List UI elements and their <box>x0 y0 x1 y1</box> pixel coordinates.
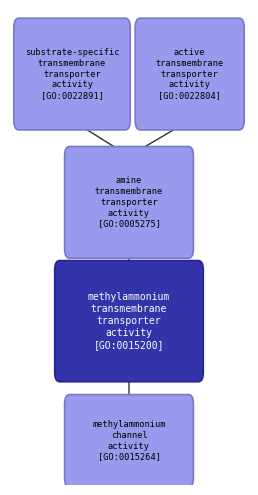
Text: methylammonium
transmembrane
transporter
activity
[GO:0015200]: methylammonium transmembrane transporter… <box>88 292 170 350</box>
FancyBboxPatch shape <box>64 395 194 487</box>
FancyBboxPatch shape <box>135 18 244 130</box>
FancyBboxPatch shape <box>55 260 203 382</box>
Text: methylammonium
channel
activity
[GO:0015264]: methylammonium channel activity [GO:0015… <box>92 420 166 461</box>
Text: active
transmembrane
transporter
activity
[GO:0022804]: active transmembrane transporter activit… <box>156 48 224 100</box>
Text: amine
transmembrane
transporter
activity
[GO:0005275]: amine transmembrane transporter activity… <box>95 176 163 228</box>
Text: substrate-specific
transmembrane
transporter
activity
[GO:0022891]: substrate-specific transmembrane transpo… <box>25 48 119 100</box>
FancyBboxPatch shape <box>64 147 194 258</box>
FancyBboxPatch shape <box>14 18 130 130</box>
